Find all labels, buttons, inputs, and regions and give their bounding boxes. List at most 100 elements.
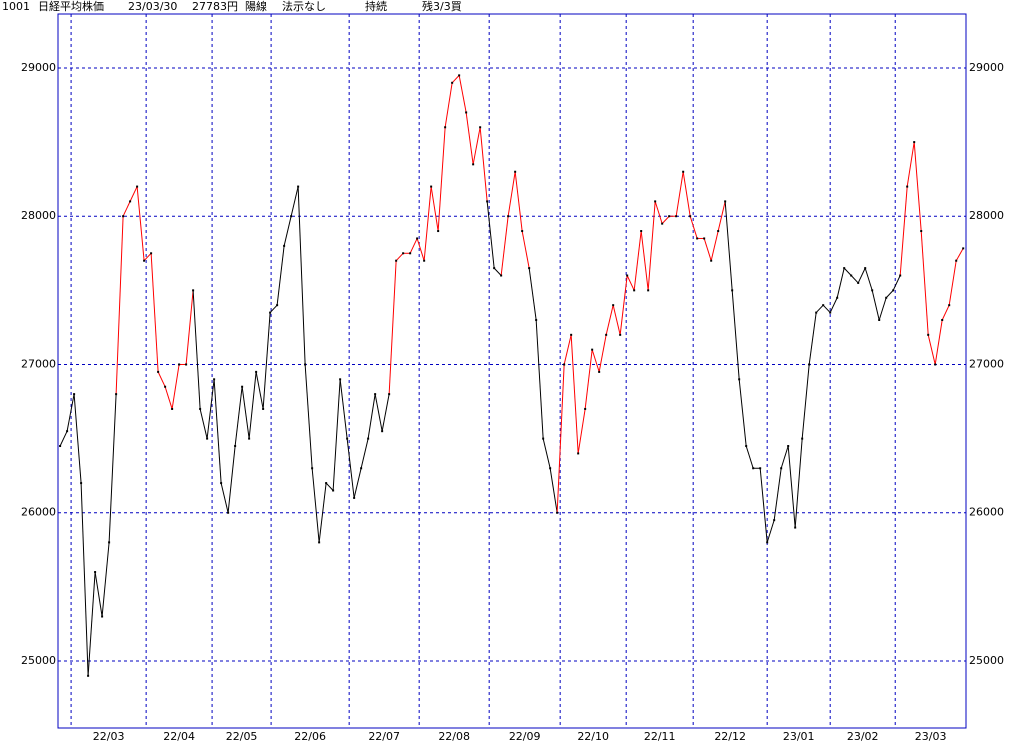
line-segment [885, 290, 894, 299]
x-tick-label: 23/02 [847, 730, 879, 743]
line-segment [738, 379, 747, 447]
data-point [500, 274, 503, 277]
line-segment [150, 253, 159, 372]
data-point [962, 247, 965, 250]
data-point [360, 467, 363, 470]
data-point [829, 311, 832, 314]
line-segment [640, 230, 649, 291]
line-segment [493, 267, 502, 276]
y-tick-label: 25000 [21, 654, 56, 667]
data-point [185, 363, 188, 366]
data-point [73, 393, 76, 396]
data-point [388, 393, 391, 396]
line-segment [619, 275, 628, 335]
data-point [129, 200, 132, 203]
data-point [927, 333, 930, 336]
line-segment [892, 275, 901, 291]
line-segment [759, 468, 768, 543]
data-point [605, 333, 608, 336]
line-segment [528, 268, 537, 321]
line-segment [556, 364, 565, 513]
line-segment [521, 230, 530, 269]
plot-frame [57, 13, 967, 729]
line-segment [192, 290, 201, 409]
header-item: 陽線 [245, 0, 267, 13]
line-segment [801, 364, 810, 439]
line-segment [871, 290, 880, 321]
data-point [878, 319, 881, 321]
line-segment [276, 245, 285, 306]
data-point [948, 304, 951, 307]
data-point [353, 496, 356, 499]
data-point [402, 252, 405, 255]
data-point [661, 222, 664, 225]
header-item: 持続 [365, 0, 387, 13]
line-segment [458, 75, 467, 113]
data-point [710, 259, 713, 262]
line-segment [647, 201, 656, 291]
line-segment [584, 349, 593, 410]
line-segment [367, 394, 376, 439]
line-segment [325, 482, 334, 491]
data-point [213, 378, 216, 381]
line-segment [843, 267, 852, 276]
data-point [682, 170, 685, 173]
line-segment [941, 304, 950, 321]
data-point [178, 363, 181, 366]
data-point [374, 393, 377, 396]
data-point [451, 81, 454, 84]
data-point [857, 281, 860, 284]
line-segment [766, 519, 775, 543]
data-point [780, 467, 783, 470]
y-tick-label-right: 28000 [969, 209, 1004, 222]
line-segment [234, 386, 243, 447]
x-tick-label: 23/03 [915, 730, 947, 743]
data-point [115, 393, 118, 396]
line-segment [241, 386, 250, 439]
line-segment [451, 75, 460, 84]
data-point [612, 304, 615, 307]
line-segment [948, 260, 957, 306]
line-segment [269, 304, 278, 313]
line-segment [507, 171, 516, 217]
line-segment [661, 215, 670, 224]
data-point [584, 407, 587, 410]
y-tick-label: 29000 [21, 61, 56, 74]
data-point [199, 407, 202, 410]
line-segment [465, 112, 474, 165]
data-point [556, 511, 559, 514]
line-segment [899, 186, 908, 276]
line-segment [339, 379, 348, 439]
line-segment [318, 483, 327, 543]
line-segment [143, 252, 152, 262]
data-point [472, 163, 475, 166]
line-segment [598, 334, 607, 372]
line-segment [745, 445, 754, 469]
data-point [913, 141, 916, 144]
line-segment [444, 82, 453, 128]
line-segment [920, 231, 929, 335]
data-point [66, 430, 69, 433]
line-segment [185, 290, 194, 365]
header-item: 23/03/30 [128, 0, 177, 13]
data-point [311, 467, 314, 470]
line-segment [73, 394, 82, 484]
data-point [717, 230, 720, 233]
data-point [339, 378, 342, 381]
line-segment [486, 201, 495, 269]
y-tick-label-right: 26000 [969, 506, 1004, 519]
data-point [885, 296, 888, 299]
line-segment [108, 394, 117, 543]
data-point [955, 259, 958, 262]
data-point [703, 237, 706, 240]
line-segment [66, 394, 75, 432]
data-point [423, 259, 426, 262]
data-point [864, 267, 867, 270]
line-segment [101, 542, 110, 617]
x-tick-label: 22/04 [163, 730, 195, 743]
line-segment [171, 364, 180, 410]
line-segment [416, 238, 425, 261]
data-point [773, 519, 776, 522]
line-segment [346, 438, 355, 498]
data-point [626, 274, 629, 277]
